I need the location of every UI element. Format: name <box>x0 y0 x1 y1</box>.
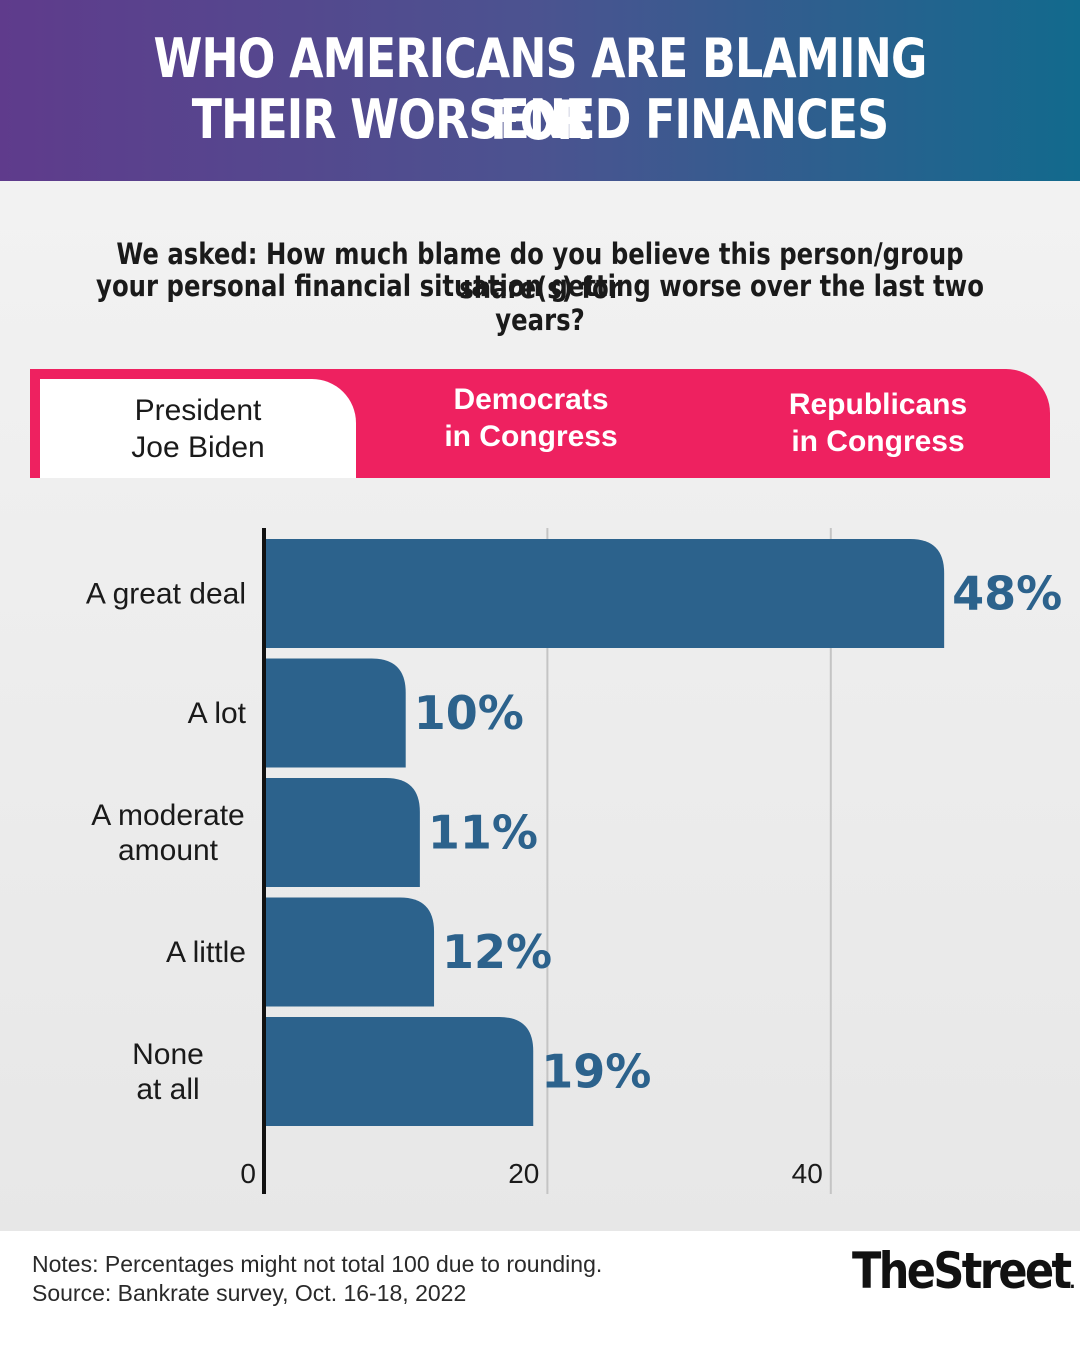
notes-text: Notes: Percentages might not total 100 d… <box>32 1251 603 1277</box>
category-label-4-0: None <box>132 1038 204 1071</box>
title-line-2: THEIR WORSENED FINANCES <box>191 88 889 151</box>
title-line-1: WHO AMERICANS ARE BLAMING FOR <box>153 27 928 152</box>
category-label-1: A lot <box>188 697 247 730</box>
question-line-2: your personal financial situation gettin… <box>96 269 984 337</box>
bar-3 <box>264 897 435 1007</box>
value-label-1: 10% <box>414 686 524 740</box>
thestreet-logo: TheStreet. <box>852 1242 1076 1300</box>
bar-0 <box>264 539 945 648</box>
x-tick-label-0: 0 <box>240 1158 256 1189</box>
bar-4 <box>264 1017 534 1126</box>
footer-notes: Notes: Percentages might not total 100 d… <box>32 1250 602 1308</box>
category-label-4-1: at all <box>136 1073 199 1106</box>
tab-republicans-in-congress[interactable]: Republicans in Congress <box>730 368 1026 477</box>
category-label-2-1: amount <box>118 834 219 867</box>
tab-label-line-2: in Congress <box>791 424 965 458</box>
content-panel <box>0 181 1080 1231</box>
question-line-1: We asked: How much blame do you believe … <box>116 237 964 305</box>
header: WHO AMERICANS ARE BLAMING FOR THEIR WORS… <box>0 0 1080 181</box>
x-tick-label-40: 40 <box>792 1158 823 1189</box>
tab-label-line-1: Democrats <box>453 382 609 416</box>
x-tick-label-20: 20 <box>508 1158 539 1189</box>
category-label-2-0: A moderate <box>91 799 244 832</box>
source-text: Source: Bankrate survey, Oct. 16-18, 202… <box>32 1280 467 1306</box>
value-label-4: 19% <box>541 1045 651 1099</box>
category-label-3: A little <box>166 936 246 969</box>
tab-label-line-2: Joe Biden <box>131 430 265 464</box>
bar-1 <box>264 658 406 768</box>
tab-democrats-in-congress[interactable]: Democrats in Congress <box>386 363 676 472</box>
bar-2 <box>264 778 420 887</box>
tab-president-joe-biden[interactable]: President Joe Biden <box>40 379 356 478</box>
tab-label-line-1: Republicans <box>788 387 968 421</box>
value-label-3: 12% <box>442 925 552 979</box>
value-label-2: 11% <box>428 806 538 860</box>
tab-bar: President Joe Biden Democrats in Congres… <box>30 369 1050 478</box>
tab-label-line-2: in Congress <box>444 419 618 453</box>
bar-chart: 48% A great deal 10% A lot 11% A moderateamou… <box>86 528 1062 1194</box>
category-label-0: A great deal <box>86 578 246 611</box>
value-label-0: 48% <box>952 567 1062 621</box>
tab-label-line-1: President <box>134 393 262 427</box>
